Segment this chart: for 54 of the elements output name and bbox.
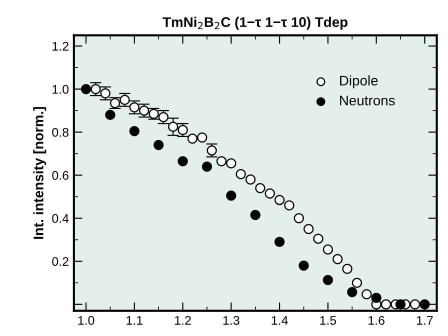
point [332,254,343,264]
point [187,133,198,144]
point [250,210,260,220]
y-tick-label: 1.0 [52,84,69,94]
x-tick-label: 1.2 [175,316,191,325]
point [226,158,236,168]
point [105,110,116,120]
point [226,190,236,201]
point [362,289,372,300]
point [153,140,164,150]
point [347,286,358,298]
point [202,161,212,172]
x-tick-label: 1.1 [126,316,142,325]
point [303,224,314,234]
point [178,156,188,166]
y-tick-label: 1.2 [52,42,68,51]
legend-label: Dipole [340,75,378,88]
point [197,132,208,143]
point [245,174,256,185]
point [420,299,430,310]
y-tick-label: 0.8 [52,128,69,137]
point [313,234,324,244]
y-tick-label: 0.4 [52,214,69,223]
legend-label: Neutrons [340,96,395,106]
point [216,156,227,166]
point [352,278,362,288]
point [80,84,92,94]
point [294,213,304,224]
point [274,194,285,206]
x-tick-label: 1.6 [368,316,384,325]
point [322,274,334,286]
x-tick-label: 1.4 [272,316,288,325]
x-tick-label: 1.7 [416,316,433,325]
point [322,244,334,255]
point [168,122,178,132]
point [371,292,382,304]
x-tick-label: 1.3 [223,316,240,325]
x-tick-label: 1.0 [78,316,94,325]
x-tick-label: 1.5 [320,316,336,325]
point [284,200,294,210]
point [298,260,309,271]
point [129,126,140,136]
point [342,264,352,274]
chart-title: TmNi$_{2}$B$_{2}$C (1−τ 1−τ 10) Tdep [162,16,348,30]
point [236,168,246,180]
point [264,188,275,199]
point [255,182,266,194]
y-tick-label: 0.6 [52,170,69,180]
y-axis-title: Int. intensity [norm.] [33,107,46,239]
y-tick-label: 0.2 [52,257,68,266]
point [395,299,406,310]
point [380,299,392,310]
point [410,299,420,310]
point [274,236,285,248]
